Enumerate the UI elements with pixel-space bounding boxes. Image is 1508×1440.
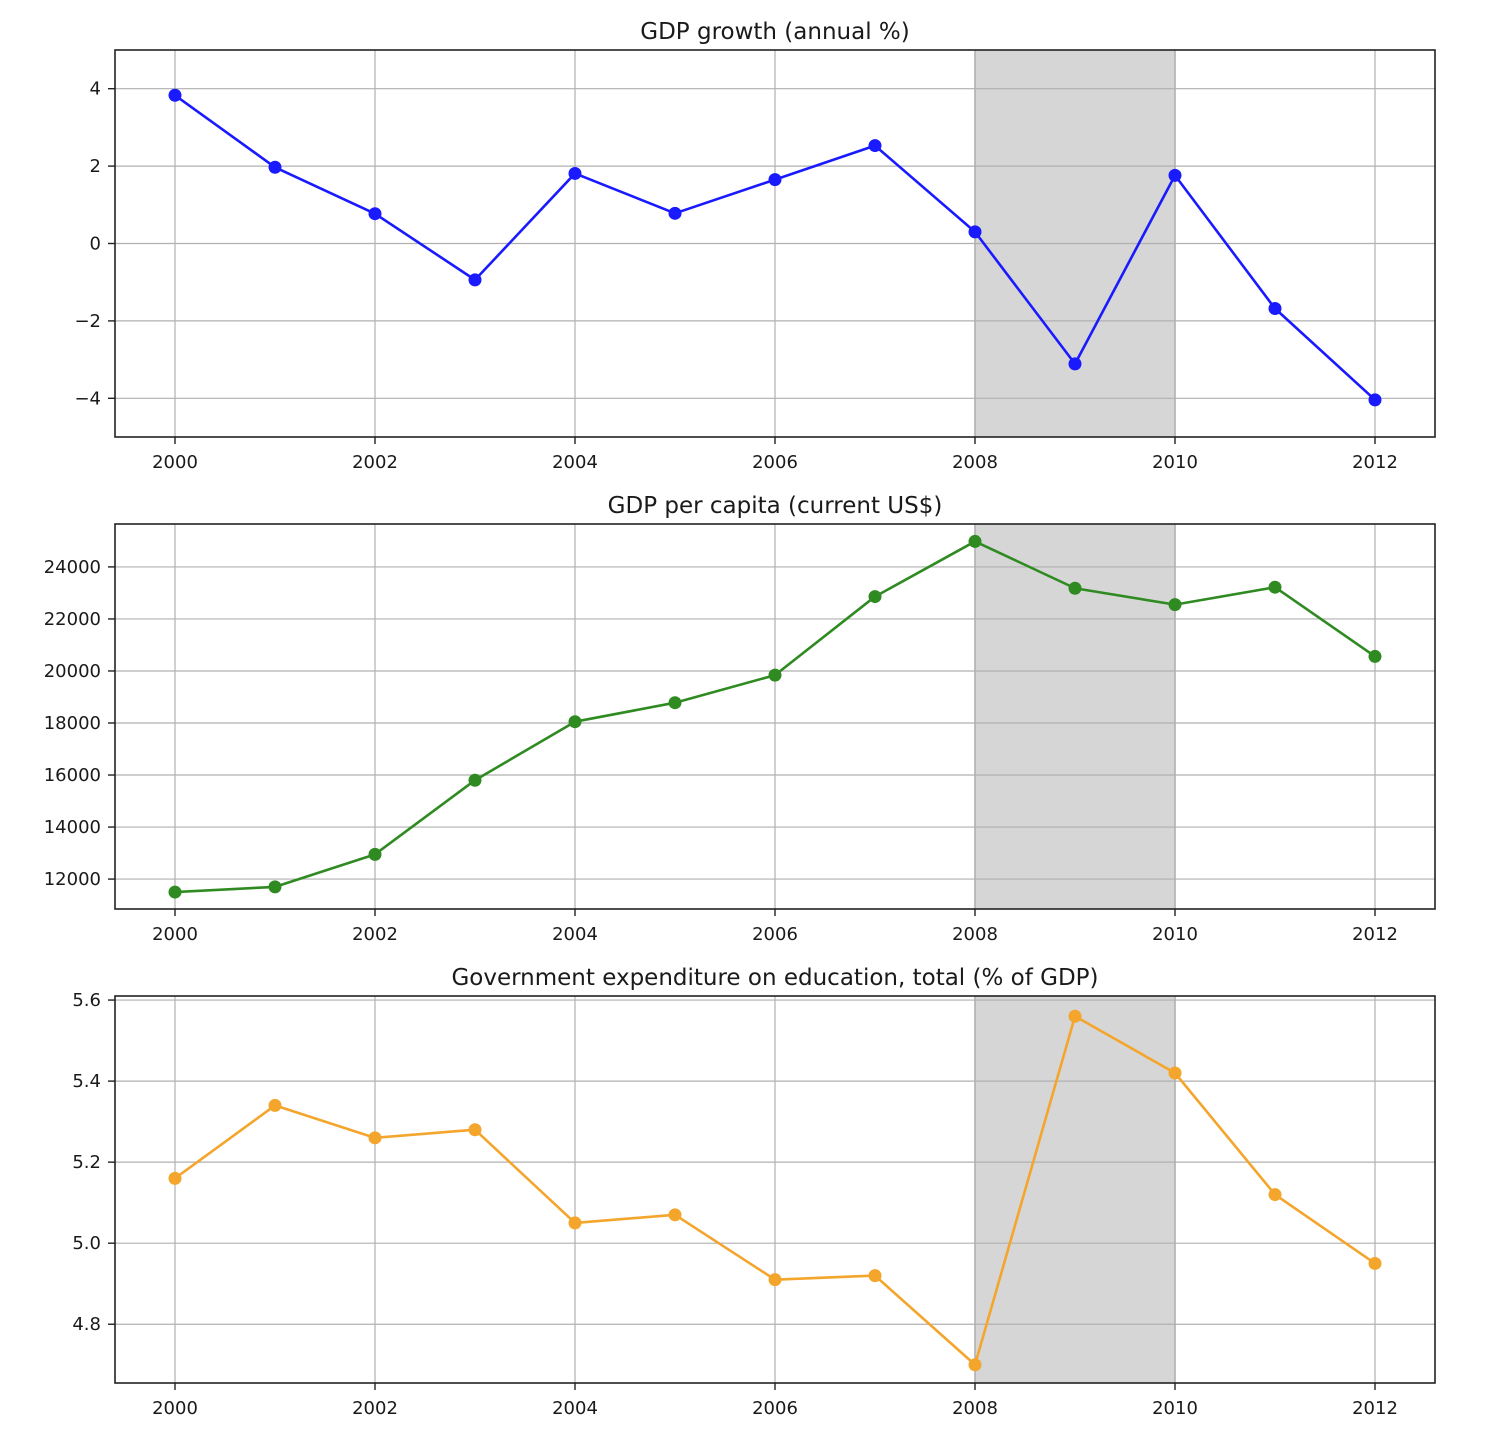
chart-1-x-tick-label-2: 2004: [552, 452, 598, 473]
chart-2-series-0-point-3: [468, 773, 482, 787]
chart-1-series-0-point-0: [168, 88, 182, 102]
chart-3-series-0-point-8: [968, 1358, 982, 1372]
chart-2-series-0-point-8: [968, 534, 982, 548]
chart-2-series-0-point-7: [868, 590, 882, 604]
chart-3-x-tick-label-5: 2010: [1152, 1398, 1198, 1419]
chart-3-x-tick-label-6: 2012: [1352, 1398, 1398, 1419]
chart-1-series-0-point-8: [968, 225, 982, 239]
chart-2-x-tick-label-4: 2008: [952, 924, 998, 945]
chart-2-y-tick-label-3: 18000: [44, 713, 101, 734]
chart-2: 2000 2002 2004 2006 2008 2010 2012 12000 14000 16…: [44, 493, 1436, 945]
chart-2-series-0-point-5: [668, 696, 682, 710]
chart-1-x-tick-label-1: 2002: [352, 452, 398, 473]
chart-2-series-0-point-1: [268, 880, 282, 894]
chart-1-x-tick-label-0: 2000: [152, 452, 198, 473]
chart-2-y-tick-label-5: 22000: [44, 609, 101, 630]
chart-2-series-0-point-10: [1168, 598, 1182, 612]
chart-3-series-0-point-11: [1268, 1188, 1282, 1202]
chart-3-y-tick-label-0: 4.8: [72, 1314, 101, 1335]
chart-1-series-0-point-4: [568, 166, 582, 180]
chart-1-series-0-point-12: [1368, 393, 1382, 407]
chart-1-series-0-point-10: [1168, 168, 1182, 182]
chart-1-title: GDP growth (annual %): [640, 19, 909, 45]
chart-1-y-tick-label-1: −2: [74, 311, 101, 332]
chart-2-series-0-point-11: [1268, 580, 1282, 594]
chart-3-series-0-point-10: [1168, 1066, 1182, 1080]
chart-3-series-0-point-6: [768, 1273, 782, 1287]
chart-2-series-0-point-0: [168, 885, 182, 899]
chart-2-series-0-point-2: [368, 847, 382, 861]
chart-2-y-tick-label-1: 14000: [44, 817, 101, 838]
chart-2-x-tick-label-6: 2012: [1352, 924, 1398, 945]
chart-1-y-tick-label-0: −4: [74, 388, 101, 409]
chart-3-x-tick-label-3: 2006: [752, 1398, 798, 1419]
chart-2-x-tick-label-0: 2000: [152, 924, 198, 945]
chart-1-y-tick-label-3: 2: [90, 156, 101, 177]
chart-2-x-tick-label-3: 2006: [752, 924, 798, 945]
chart-3-y-tick-label-3: 5.4: [72, 1071, 101, 1092]
chart-3-series-0-point-9: [1068, 1009, 1082, 1023]
chart-3-series-0-point-0: [168, 1171, 182, 1185]
chart-3-series-0-point-7: [868, 1269, 882, 1283]
chart-2-shaded-span: [975, 524, 1175, 909]
chart-3-series-0-point-4: [568, 1216, 582, 1230]
chart-2-y-tick-label-2: 16000: [44, 765, 101, 786]
chart-2-x-tick-label-1: 2002: [352, 924, 398, 945]
chart-2-x-tick-label-5: 2010: [1152, 924, 1198, 945]
chart-1: 2000 2002 2004 2006 2008 2010 2012 −4 −2 0 2 4 GDP g…: [74, 19, 1436, 473]
chart-1-series-0-point-11: [1268, 302, 1282, 316]
chart-2-title: GDP per capita (current US$): [608, 493, 943, 519]
chart-1-x-tick-label-4: 2008: [952, 452, 998, 473]
chart-3-y-tick-label-1: 5.0: [72, 1233, 101, 1254]
chart-2-y-tick-label-6: 24000: [44, 557, 101, 578]
chart-1-y-tick-label-2: 0: [90, 234, 101, 255]
chart-3-y-tick-label-4: 5.6: [72, 990, 101, 1011]
chart-3-series-0-point-12: [1368, 1256, 1382, 1270]
chart-1-series-0-point-6: [768, 173, 782, 187]
chart-3-x-tick-label-2: 2004: [552, 1398, 598, 1419]
chart-3-series-0-point-1: [268, 1098, 282, 1112]
chart-2-y-tick-label-0: 12000: [44, 869, 101, 890]
chart-3-x-tick-label-1: 2002: [352, 1398, 398, 1419]
chart-2-series-0-point-9: [1068, 581, 1082, 595]
chart-1-series-0-point-3: [468, 273, 482, 287]
chart-1-series-0-point-1: [268, 160, 282, 174]
chart-3: 2000 2002 2004 2006 2008 2010 2012 4.8 5.0 5.2 5.4…: [72, 965, 1436, 1419]
chart-3-x-tick-label-4: 2008: [952, 1398, 998, 1419]
chart-3-series-0-point-3: [468, 1123, 482, 1137]
chart-2-y-tick-label-4: 20000: [44, 661, 101, 682]
chart-3-series-0-point-5: [668, 1208, 682, 1222]
chart-1-x-tick-label-5: 2010: [1152, 452, 1198, 473]
chart-2-series-0-point-6: [768, 668, 782, 682]
chart-1-x-tick-label-3: 2006: [752, 452, 798, 473]
chart-3-y-tick-label-2: 5.2: [72, 1152, 101, 1173]
chart-3-x-tick-label-0: 2000: [152, 1398, 198, 1419]
chart-3-title: Government expenditure on education, tot…: [451, 965, 1098, 991]
chart-1-series-0-point-2: [368, 207, 382, 221]
chart-3-shaded-span: [975, 996, 1175, 1383]
chart-1-series-0-point-5: [668, 206, 682, 220]
chart-2-x-tick-label-2: 2004: [552, 924, 598, 945]
chart-2-series-0-point-12: [1368, 649, 1382, 663]
chart-1-series-0-point-9: [1068, 357, 1082, 371]
chart-1-series-0-point-7: [868, 139, 882, 153]
chart-3-series-0-point-2: [368, 1131, 382, 1145]
chart-1-y-tick-label-4: 4: [90, 79, 101, 100]
chart-1-x-tick-label-6: 2012: [1352, 452, 1398, 473]
chart-2-series-0-point-4: [568, 715, 582, 729]
